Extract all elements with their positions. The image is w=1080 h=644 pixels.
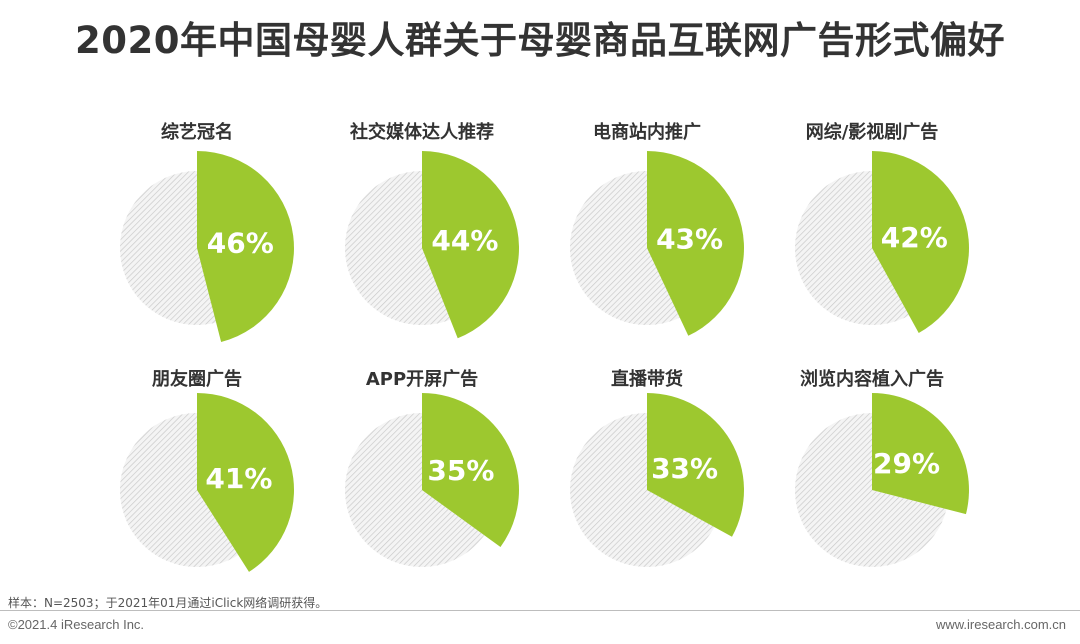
- footer-divider: [0, 610, 1080, 611]
- pie-value-slice: [197, 393, 295, 572]
- pie-remainder-slice: [570, 413, 715, 567]
- pie-value-slice: [872, 393, 969, 515]
- pie-chart: 44%: [344, 151, 520, 339]
- pie-category-label: 网综/影视剧广告: [805, 122, 939, 143]
- pie-category-label: 朋友圈广告: [152, 369, 242, 390]
- pie-chart: 42%: [795, 151, 969, 333]
- copyright-text: ©2021.4 iResearch Inc.: [8, 617, 145, 632]
- pie-category-label: APP开屏广告: [365, 369, 479, 390]
- pie-value-slice: [647, 151, 745, 336]
- pie-category-label: 社交媒体达人推荐: [350, 122, 494, 143]
- pie-chart: 41%: [119, 393, 295, 572]
- pie-value-label: 41%: [205, 462, 272, 495]
- pie-remainder-slice: [570, 171, 680, 325]
- pie-value-slice: [197, 151, 294, 342]
- pie-remainder-slice: [119, 413, 239, 567]
- pie-chart: 46%: [119, 151, 294, 342]
- pie-remainder-slice: [794, 413, 947, 567]
- pie-value-slice: [422, 393, 519, 548]
- pie-category-label: 直播带货: [611, 369, 683, 390]
- pie-remainder-slice: [119, 171, 217, 325]
- chart-title: 2020年中国母婴人群关于母婴商品互联网广告形式偏好: [75, 19, 1005, 62]
- pie-value-label: 29%: [873, 447, 940, 480]
- pie-category-label: 电商站内推广: [593, 122, 701, 143]
- pie-remainder-slice: [344, 171, 451, 325]
- pie-chart: 29%: [794, 393, 969, 567]
- pie-chart: 43%: [570, 151, 745, 336]
- sample-footnote: 样本：N=2503；于2021年01月通过iClick网络调研获得。: [8, 596, 328, 610]
- pie-chart: 33%: [570, 393, 744, 567]
- pie-value-label: 46%: [207, 227, 274, 260]
- pie-category-label: 综艺冠名: [161, 122, 233, 143]
- pie-value-label: 33%: [651, 452, 718, 485]
- pie-value-label: 43%: [656, 223, 723, 256]
- pie-remainder-slice: [344, 413, 485, 567]
- pie-value-slice: [422, 151, 520, 339]
- pie-chart: 35%: [344, 393, 519, 567]
- pie-value-label: 44%: [431, 224, 498, 257]
- pie-value-slice: [872, 151, 969, 333]
- pie-value-label: 35%: [427, 454, 494, 487]
- website-url: www.iresearch.com.cn: [935, 617, 1066, 632]
- pie-category-label: 浏览内容植入广告: [800, 369, 944, 390]
- pie-value-label: 42%: [881, 221, 948, 254]
- pie-value-slice: [647, 393, 744, 537]
- pie-remainder-slice: [795, 171, 910, 326]
